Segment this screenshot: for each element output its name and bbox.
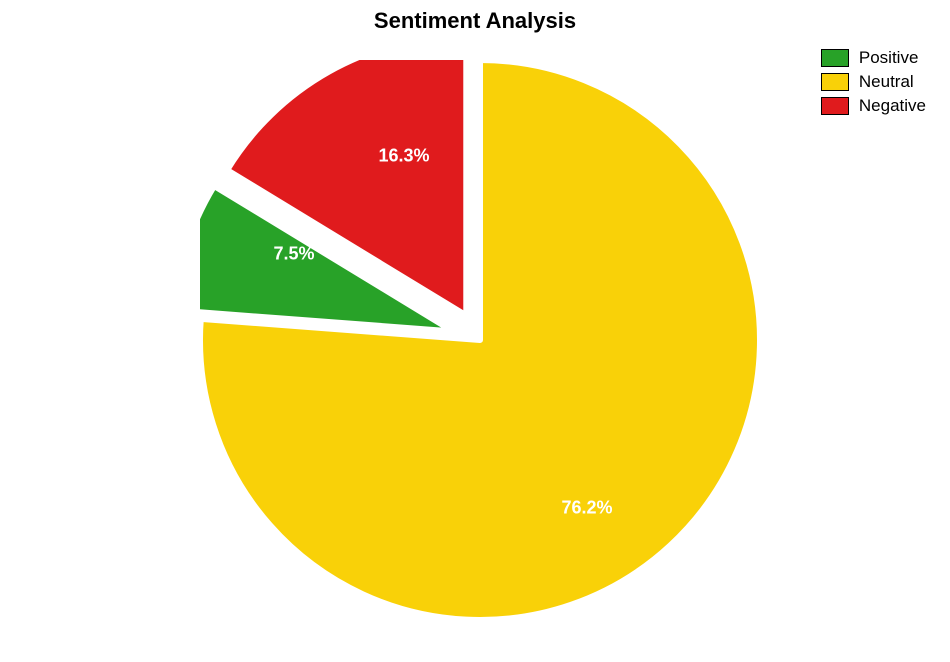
chart-title: Sentiment Analysis [374,8,576,34]
legend-item-positive: Positive [821,48,926,68]
slice-label-positive: 7.5% [273,244,314,265]
legend-swatch-positive [821,49,849,67]
legend-swatch-negative [821,97,849,115]
legend-item-neutral: Neutral [821,72,926,92]
slice-label-neutral: 76.2% [561,498,612,519]
legend-swatch-neutral [821,73,849,91]
legend-label-neutral: Neutral [859,72,914,92]
legend: Positive Neutral Negative [821,48,926,120]
legend-label-positive: Positive [859,48,919,68]
legend-item-negative: Negative [821,96,926,116]
slice-label-negative: 16.3% [378,146,429,167]
legend-label-negative: Negative [859,96,926,116]
pie-chart: 76.2% 7.5% 16.3% [200,60,760,620]
